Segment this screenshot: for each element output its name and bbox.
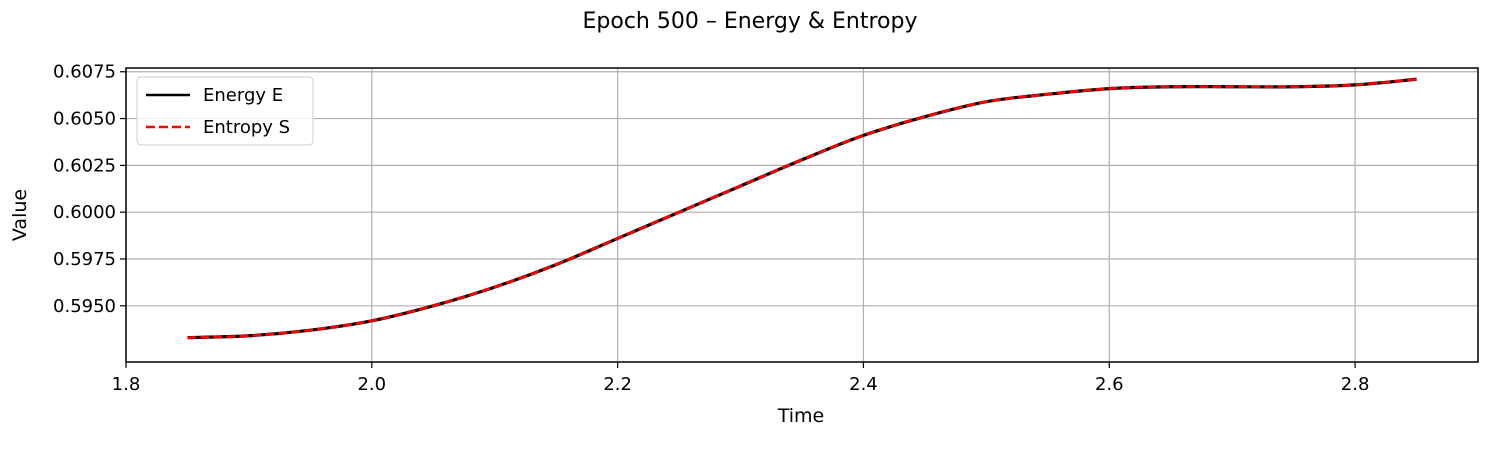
y-tick-label: 0.6050 [53, 109, 116, 130]
legend: Energy E Entropy S [136, 76, 314, 146]
grid-lines [125, 68, 1478, 362]
x-tick-label: 1.8 [112, 374, 141, 395]
x-axis: 1.8 2.0 2.2 2.4 2.6 2.8 [112, 362, 1370, 395]
plot-frame [125, 67, 1479, 363]
chart-title: Epoch 500 – Energy & Entropy [583, 9, 918, 34]
y-tick-label: 0.6000 [53, 202, 116, 223]
x-tick-label: 2.0 [357, 374, 386, 395]
y-axis: 0.5950 0.5975 0.6000 0.6025 0.6050 0.6075 [53, 62, 126, 317]
y-tick-label: 0.5975 [53, 249, 116, 270]
x-tick-label: 2.8 [1341, 374, 1370, 395]
x-tick-label: 2.4 [849, 374, 878, 395]
entropy-series-line [187, 77, 1417, 339]
legend-label-entropy: Entropy S [203, 117, 290, 138]
x-tick-label: 2.6 [1095, 374, 1124, 395]
y-tick-label: 0.6075 [53, 62, 116, 83]
x-tick-label: 2.2 [603, 374, 632, 395]
y-axis-label: Value [9, 189, 31, 241]
y-tick-label: 0.6025 [53, 155, 116, 176]
x-axis-label: Time [777, 405, 825, 427]
series-layer [187, 77, 1417, 340]
y-tick-label: 0.5950 [53, 296, 116, 317]
legend-label-energy: Energy E [203, 85, 283, 106]
